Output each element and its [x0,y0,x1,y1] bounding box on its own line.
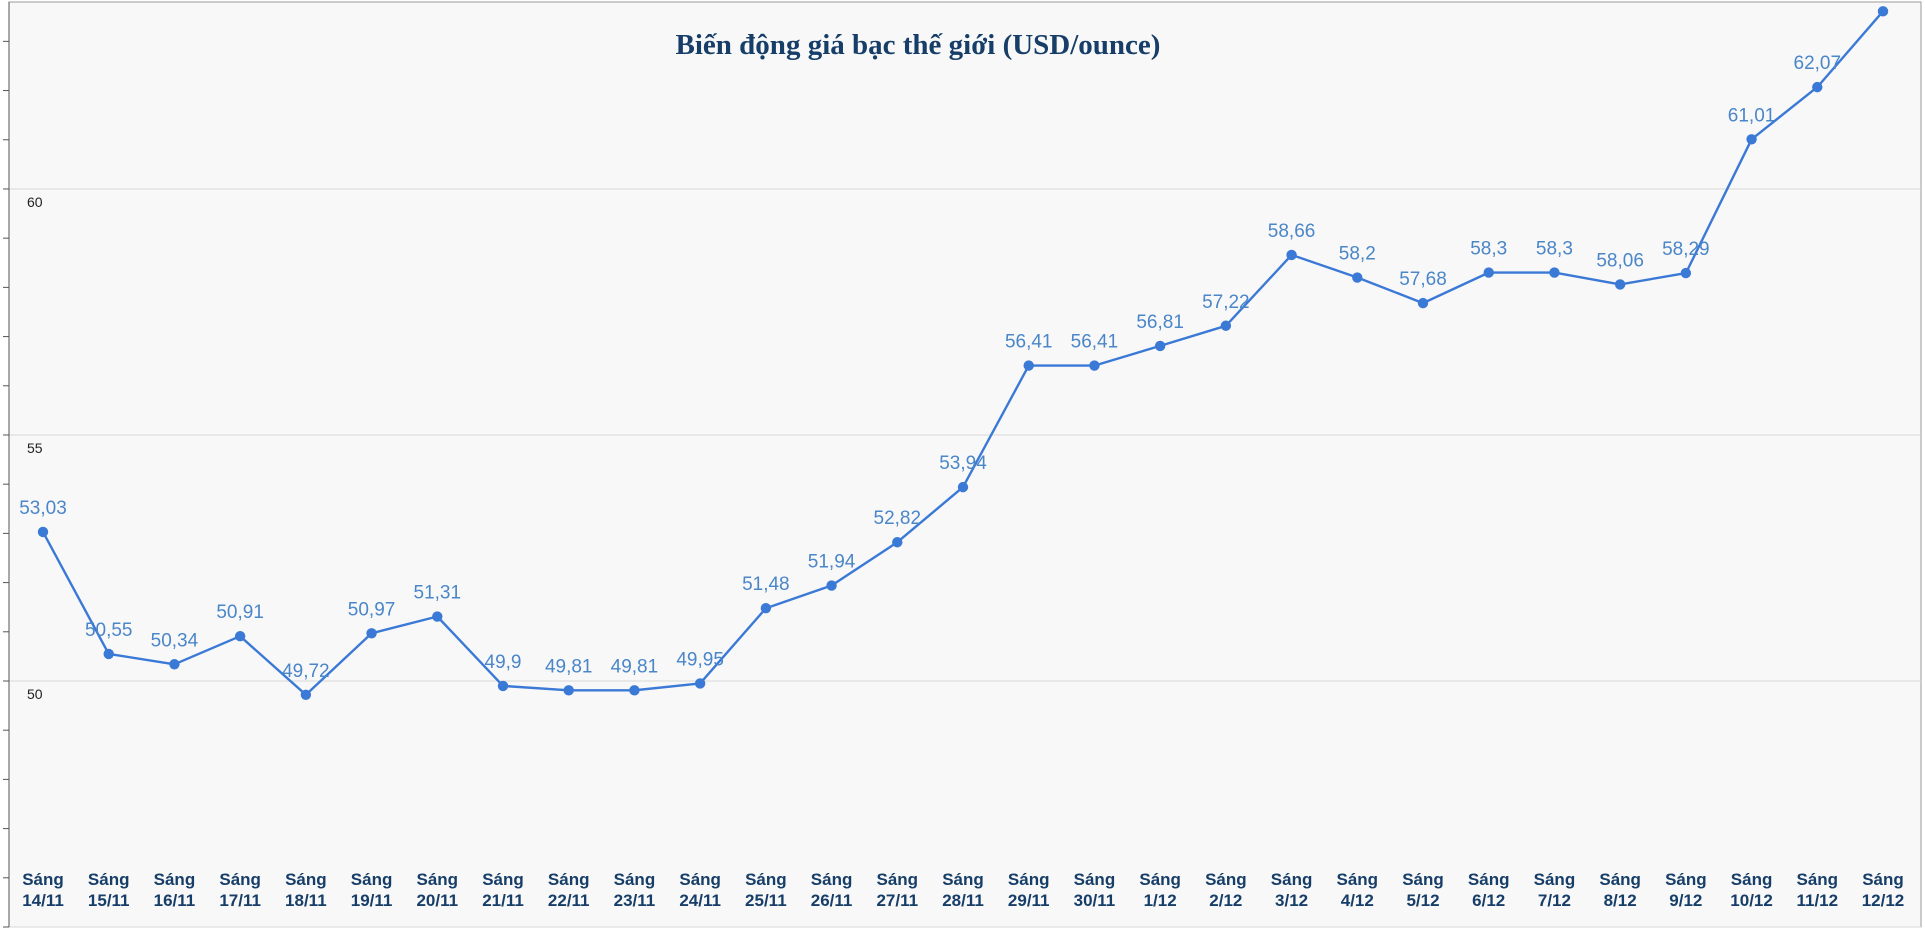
x-tick-label: Sáng 6/12 [1468,870,1510,910]
x-tick-label: Sáng 1/12 [1139,870,1181,910]
data-point [366,628,377,639]
data-point [300,689,312,700]
x-tick-label: Sáng 7/12 [1534,870,1576,910]
data-label: 51,31 [414,583,462,604]
data-point [37,526,49,538]
data-point [1812,81,1823,93]
data-point [1154,340,1166,352]
data-label: 56,41 [1005,332,1053,353]
y-tick-label: 60 [27,194,43,210]
data-label: 58,29 [1662,239,1710,260]
data-point [234,631,246,642]
y-tick-label: 55 [27,440,43,456]
data-label: 52,82 [874,508,922,529]
y-axis: 50 55 60 [3,2,43,928]
data-label: 50,34 [151,630,199,651]
data-point [892,537,903,548]
data-point [1877,6,1889,17]
x-tick-label: Sáng 10/12 [1730,870,1773,910]
data-point [1352,272,1363,283]
x-tick-label: Sáng 25/11 [745,870,787,910]
x-tick-label: Sáng 8/12 [1599,870,1641,910]
data-point [1680,267,1692,279]
x-tick-label: Sáng 4/12 [1337,870,1379,910]
data-label: 50,91 [216,602,264,623]
data-markers [37,6,1889,700]
x-tick-label: Sáng 15/11 [88,870,130,910]
x-tick-label: Sáng 11/12 [1796,870,1838,910]
data-point [1023,360,1034,371]
x-tick-label: Sáng 20/11 [416,870,458,910]
data-point [694,678,706,689]
x-tick-label: Sáng 18/11 [285,870,327,910]
data-point [1746,134,1757,145]
data-label: 49,81 [611,656,659,677]
x-tick-label: Sáng 17/11 [219,870,261,910]
data-point [1417,297,1429,309]
data-label: 57,22 [1202,292,1250,313]
data-label: 58,3 [1536,239,1573,260]
data-label: 58,2 [1339,244,1376,265]
data-label: 56,81 [1136,312,1184,333]
data-point [957,481,969,493]
data-point [563,685,574,696]
data-point [760,602,772,614]
data-label: 56,41 [1071,332,1119,353]
data-label: 49,95 [676,649,724,670]
data-label: 53,94 [939,453,987,474]
data-labels: 53,03 50,55 50,34 50,91 49,72 50,97 51,31 49,9 4… [19,53,1842,682]
x-tick-label: Sáng 29/11 [1008,870,1050,910]
x-axis: Sáng 14/11 Sáng 15/11 Sáng 16/11 Sáng 17/11 Sáng… [22,870,1904,910]
y-tick-label: 50 [27,686,43,702]
x-tick-label: Sáng 28/11 [942,870,984,910]
data-label: 57,68 [1399,269,1447,290]
data-point [1220,320,1232,331]
plot-background [8,1,1922,928]
data-label: 49,81 [545,656,593,677]
x-tick-label: Sáng 26/11 [811,870,853,910]
x-tick-label: Sáng 21/11 [482,870,524,910]
x-tick-label: Sáng 12/12 [1862,870,1905,910]
chart-title: Biến động giá bạc thế giới (USD/ounce) [676,29,1161,61]
data-label: 58,3 [1470,239,1507,260]
x-tick-label: Sáng 14/11 [22,870,64,910]
data-label: 50,55 [85,620,133,641]
data-point [1089,360,1100,371]
data-point [1286,249,1297,261]
data-label: 58,66 [1268,221,1316,242]
x-tick-label: Sáng 5/12 [1402,870,1444,910]
data-point [1483,267,1494,278]
x-tick-label: Sáng 30/11 [1074,870,1116,910]
x-tick-label: Sáng 3/12 [1271,870,1313,910]
x-tick-label: Sáng 27/11 [876,870,918,910]
data-label: 58,06 [1596,250,1644,271]
data-label: 53,03 [19,498,67,519]
x-tick-label: Sáng 16/11 [154,870,196,910]
data-label: 62,07 [1794,53,1842,74]
data-point [1614,279,1626,290]
x-tick-label: Sáng 19/11 [351,870,393,910]
data-label: 49,72 [282,661,330,682]
x-tick-label: Sáng 2/12 [1205,870,1247,910]
data-label: 49,9 [485,652,522,673]
data-point [629,685,640,696]
data-point [1549,267,1560,278]
gridlines [9,188,1921,928]
data-label: 51,48 [742,574,790,595]
data-point [497,680,509,692]
data-label: 61,01 [1728,105,1776,126]
x-tick-label: Sáng 22/11 [548,870,590,910]
data-label: 51,94 [808,552,856,573]
data-point [169,659,180,670]
data-label: 50,97 [348,599,396,620]
data-point [826,580,837,591]
x-tick-label: Sáng 24/11 [679,870,721,910]
data-point [432,611,443,622]
x-tick-label: Sáng 9/12 [1665,870,1707,910]
x-tick-label: Sáng 23/11 [614,870,656,910]
data-point [103,648,114,660]
